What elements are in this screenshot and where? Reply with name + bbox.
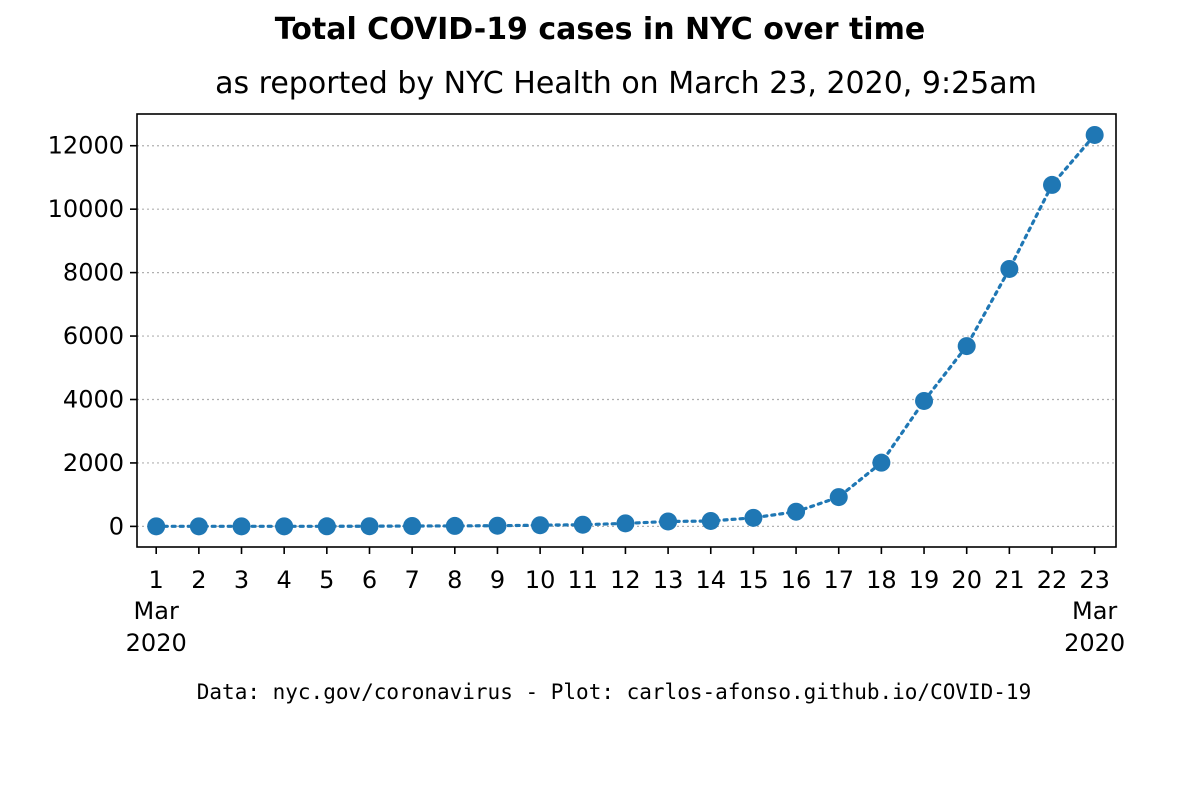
data-point (915, 391, 934, 410)
x-tick-label: 3 (234, 566, 249, 594)
data-point (829, 488, 848, 507)
x-tick-year-label: 2020 (1064, 629, 1125, 657)
data-point (616, 514, 635, 533)
x-tick-label: 15 (738, 566, 769, 594)
x-tick-label: 11 (568, 566, 599, 594)
data-point (1085, 125, 1104, 144)
chart-title: Total COVID-19 cases in NYC over time (274, 12, 926, 47)
data-point (189, 517, 208, 536)
data-point (275, 517, 294, 536)
x-tick-month-label: Mar (134, 597, 179, 625)
data-point (445, 516, 464, 535)
y-tick-label: 0 (109, 512, 124, 540)
data-point (787, 502, 806, 521)
x-tick-label: 19 (909, 566, 940, 594)
chart-subtitle: as reported by NYC Health on March 23, 2… (215, 66, 1037, 101)
data-source-footer: Data: nyc.gov/coronavirus - Plot: carlos… (196, 680, 1032, 704)
x-tick-label: 2 (191, 566, 206, 594)
x-tick-label: 14 (695, 566, 726, 594)
x-tick-label: 6 (362, 566, 377, 594)
x-tick-label: 23 (1079, 566, 1110, 594)
data-point (744, 508, 763, 527)
plot-frame (136, 113, 1117, 548)
data-point (957, 337, 976, 356)
data-point (701, 511, 720, 530)
data-point (403, 517, 422, 536)
y-tick-label: 4000 (63, 385, 124, 413)
x-tick-label: 17 (823, 566, 854, 594)
x-tick-label: 22 (1037, 566, 1068, 594)
y-tick-label: 10000 (48, 195, 124, 223)
x-tick-label: 13 (653, 566, 684, 594)
data-point (147, 517, 166, 536)
x-tick-label: 7 (405, 566, 420, 594)
data-point (1000, 259, 1019, 278)
x-tick-label: 18 (866, 566, 897, 594)
x-tick-label: 20 (951, 566, 982, 594)
y-tick-label: 2000 (63, 449, 124, 477)
x-tick-month-label: Mar (1072, 597, 1117, 625)
data-point (872, 453, 891, 472)
x-tick-label: 12 (610, 566, 641, 594)
data-point (360, 517, 379, 536)
y-tick-label: 12000 (48, 132, 124, 160)
x-tick-label: 10 (525, 566, 556, 594)
x-tick-label: 16 (781, 566, 812, 594)
x-tick-year-label: 2020 (126, 629, 187, 657)
x-tick-label: 5 (319, 566, 334, 594)
data-point (488, 516, 507, 535)
data-point (531, 516, 550, 535)
data-point (232, 517, 251, 536)
x-tick-label: 9 (490, 566, 505, 594)
series-line (154, 133, 1097, 528)
y-tick-label: 8000 (63, 259, 124, 287)
x-tick-label: 8 (447, 566, 462, 594)
y-tick-label: 6000 (63, 322, 124, 350)
data-point (1043, 175, 1062, 194)
data-point (573, 515, 592, 534)
x-tick-label: 21 (994, 566, 1025, 594)
data-point (317, 517, 336, 536)
data-point (659, 512, 678, 531)
x-tick-label: 4 (277, 566, 292, 594)
x-tick-label: 1 (149, 566, 164, 594)
